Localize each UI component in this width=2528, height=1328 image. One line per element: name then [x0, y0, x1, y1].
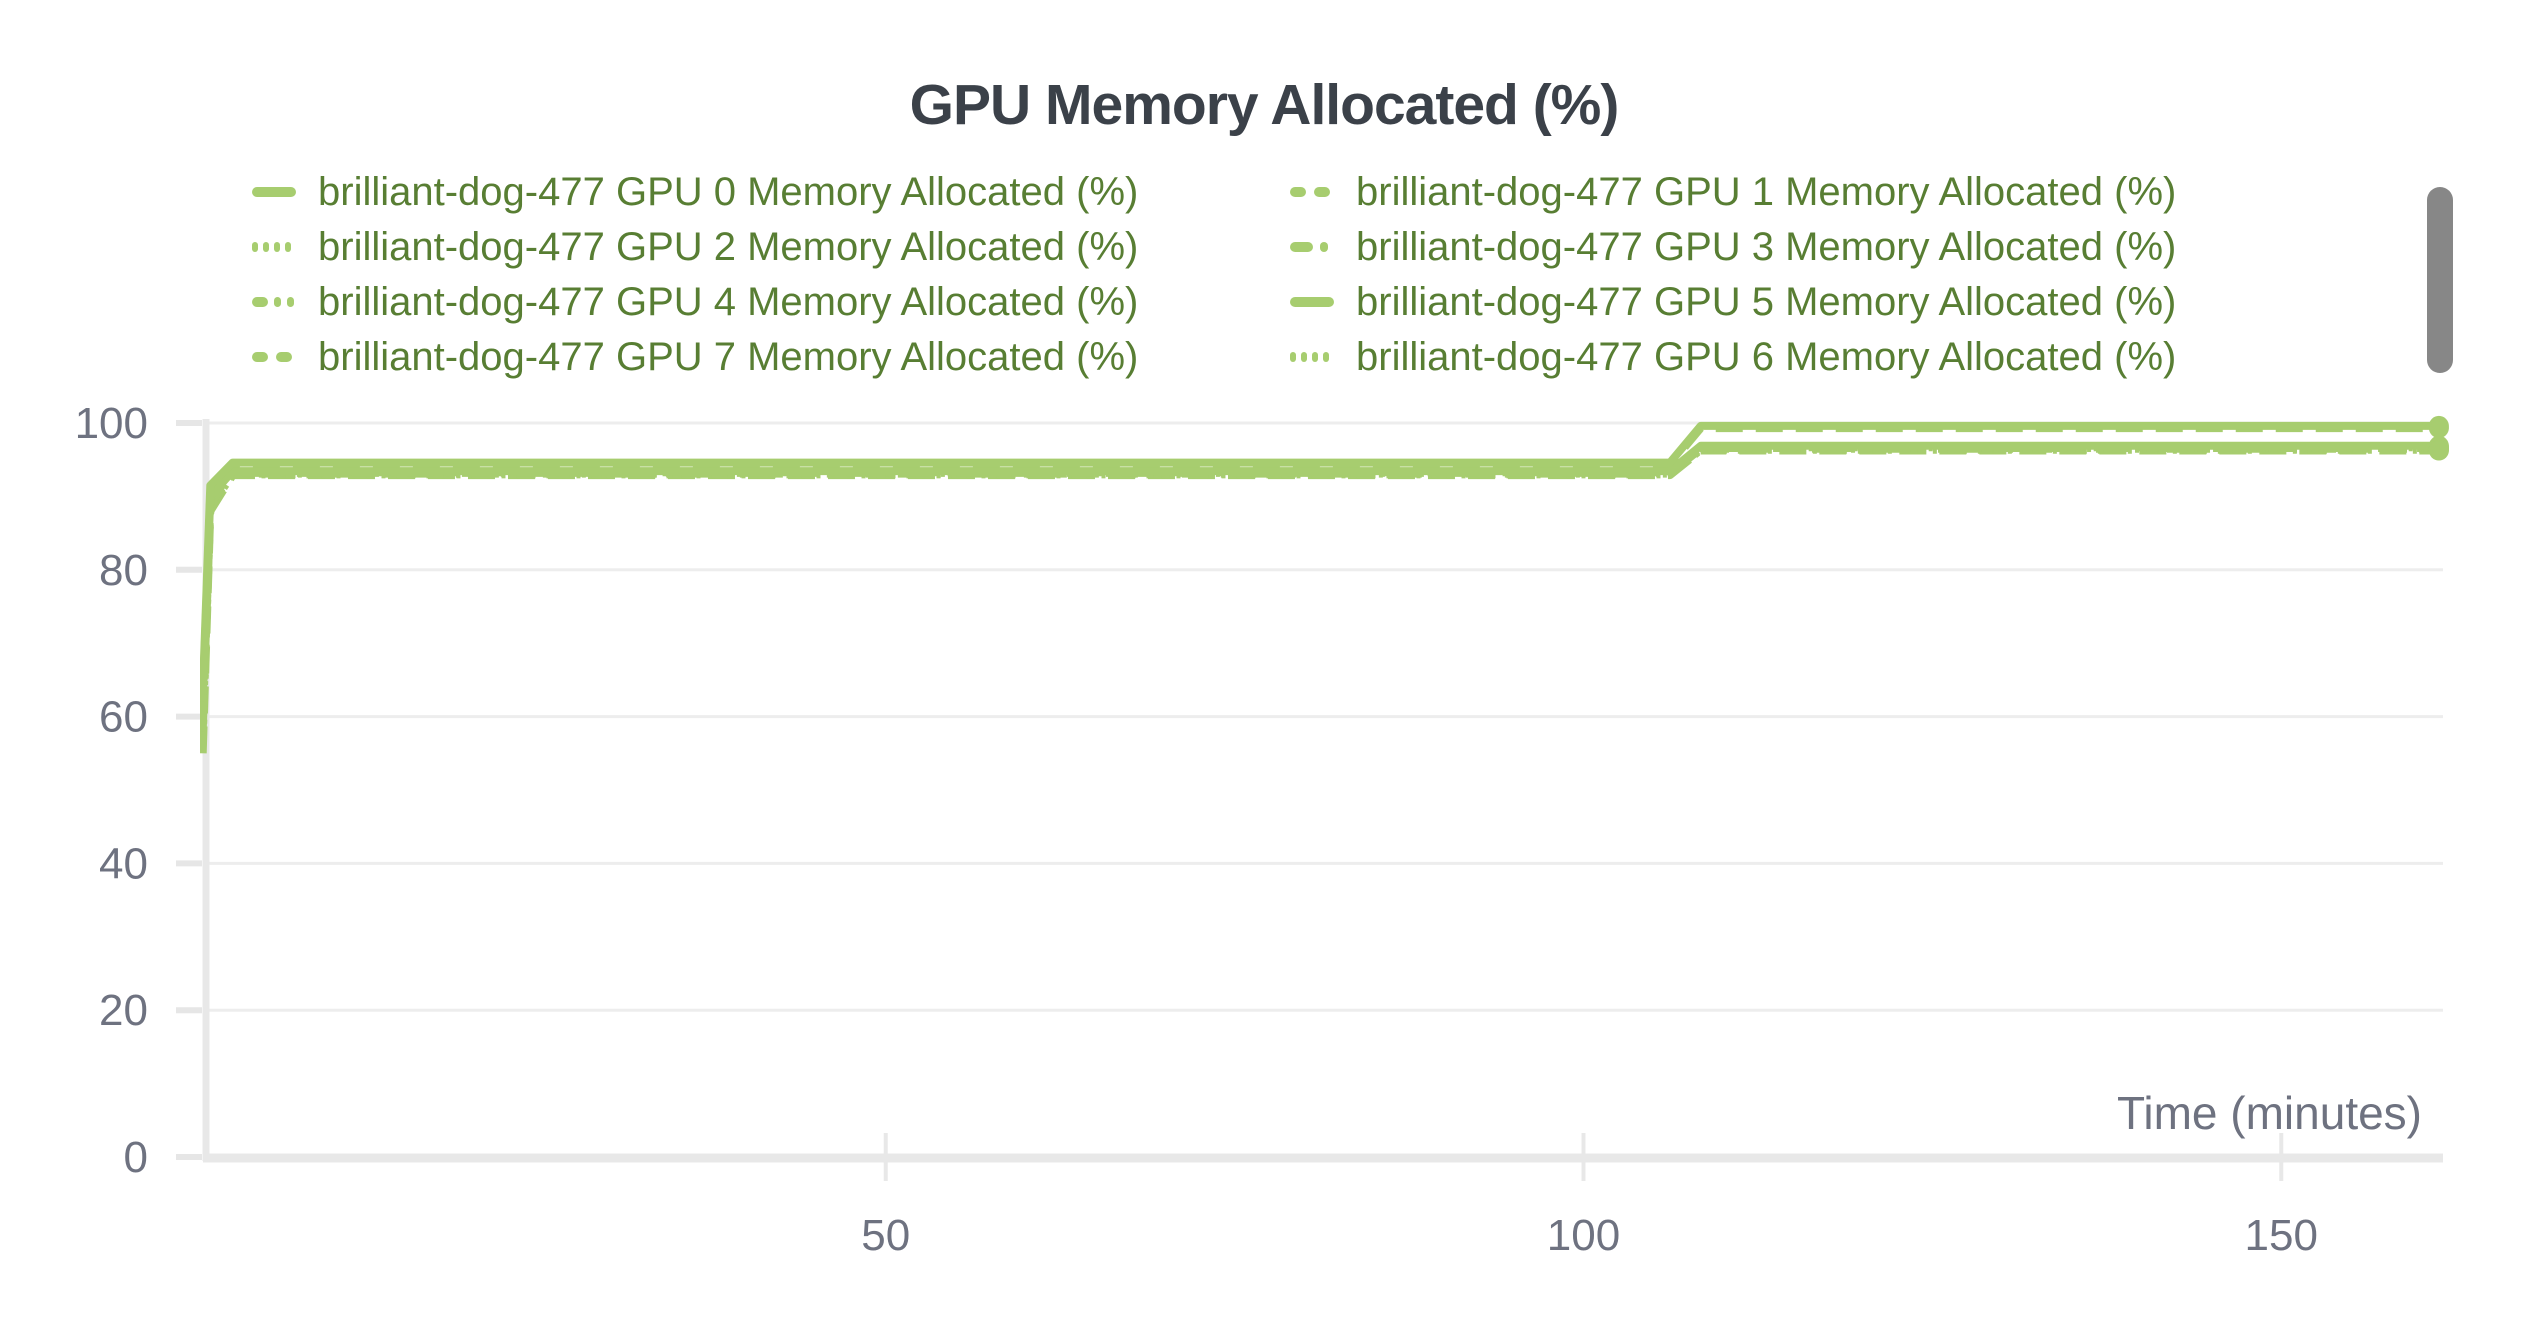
- x-tick-label-50: 50: [861, 1211, 910, 1260]
- legend-item-gpu-5: brilliant-dog-477 GPU 5 Memory Allocated…: [1290, 274, 2176, 329]
- legend-item-gpu-0: brilliant-dog-477 GPU 0 Memory Allocated…: [252, 164, 1290, 219]
- legend-item-gpu-4: brilliant-dog-477 GPU 4 Memory Allocated…: [252, 274, 1290, 329]
- series-line-gpu-5: [200, 441, 2439, 703]
- chart-title: GPU Memory Allocated (%): [909, 73, 1620, 137]
- chart-legend: brilliant-dog-477 GPU 0 Memory Allocated…: [252, 164, 2176, 384]
- legend-swatch-dashed-icon: [1290, 186, 1334, 197]
- x-axis-title: Time (minutes): [2117, 1087, 2422, 1139]
- legend-swatch-dashed-icon: [252, 351, 296, 362]
- legend-swatch-dotted-icon: [1290, 351, 1334, 362]
- series-line-gpu-2: [200, 443, 2439, 710]
- y-tick-label-0: 0: [124, 1133, 148, 1182]
- legend-label-gpu-1: brilliant-dog-477 GPU 1 Memory Allocated…: [1356, 169, 2177, 214]
- legend-swatch-solid-icon: [1290, 296, 1334, 307]
- series-line-gpu-0: [200, 421, 2439, 695]
- series-line-gpu-7: [200, 446, 2439, 754]
- series-line-gpu-4: [200, 444, 2439, 725]
- endpoint-dot-gpu-1: [2428, 418, 2449, 439]
- y-tick-label-40: 40: [99, 839, 148, 888]
- legend-label-gpu-0: brilliant-dog-477 GPU 0 Memory Allocated…: [318, 169, 1139, 214]
- legend-label-gpu-5: brilliant-dog-477 GPU 5 Memory Allocated…: [1356, 279, 2177, 324]
- legend-label-gpu-3: brilliant-dog-477 GPU 3 Memory Allocated…: [1356, 224, 2177, 269]
- legend-label-gpu-7: brilliant-dog-477 GPU 7 Memory Allocated…: [318, 334, 1139, 379]
- endpoint-dot-gpu-7: [2428, 440, 2449, 461]
- legend-item-gpu-3: brilliant-dog-477 GPU 3 Memory Allocated…: [1290, 219, 2176, 274]
- legend-swatch-dashdotdot-icon: [252, 296, 296, 307]
- series-endpoint-dots: [2428, 415, 2449, 461]
- y-tick-label-60: 60: [99, 693, 148, 742]
- x-tick-label-150: 150: [2245, 1211, 2318, 1260]
- legend-swatch-dashdot-icon: [1290, 241, 1334, 252]
- legend-label-gpu-6: brilliant-dog-477 GPU 6 Memory Allocated…: [1356, 334, 2177, 379]
- legend-swatch-dotted-icon: [252, 241, 296, 252]
- series-line-gpu-3: [200, 444, 2439, 732]
- x-tick-label-100: 100: [1547, 1211, 1620, 1260]
- series-lines: [200, 421, 2439, 754]
- legend-label-gpu-4: brilliant-dog-477 GPU 4 Memory Allocated…: [318, 279, 1139, 324]
- legend-swatch-solid-icon: [252, 186, 296, 197]
- gridlines: [203, 421, 2443, 1012]
- legend-item-gpu-2: brilliant-dog-477 GPU 2 Memory Allocated…: [252, 219, 1290, 274]
- axis-tick-labels: 0 20 40 60 80 100 50 100 150: [75, 399, 2318, 1260]
- scrollbar-thumb[interactable]: [2427, 187, 2453, 373]
- y-tick-label-20: 20: [99, 986, 148, 1035]
- series-line-gpu-6: [200, 445, 2439, 739]
- legend-item-gpu-1: brilliant-dog-477 GPU 1 Memory Allocated…: [1290, 164, 2176, 219]
- legend-item-gpu-7: brilliant-dog-477 GPU 7 Memory Allocated…: [252, 329, 1290, 384]
- y-tick-label-80: 80: [99, 546, 148, 595]
- axes: [176, 419, 2443, 1181]
- y-tick-label-100: 100: [75, 399, 148, 448]
- legend-label-gpu-2: brilliant-dog-477 GPU 2 Memory Allocated…: [318, 224, 1139, 269]
- legend-item-gpu-6: brilliant-dog-477 GPU 6 Memory Allocated…: [1290, 329, 2176, 384]
